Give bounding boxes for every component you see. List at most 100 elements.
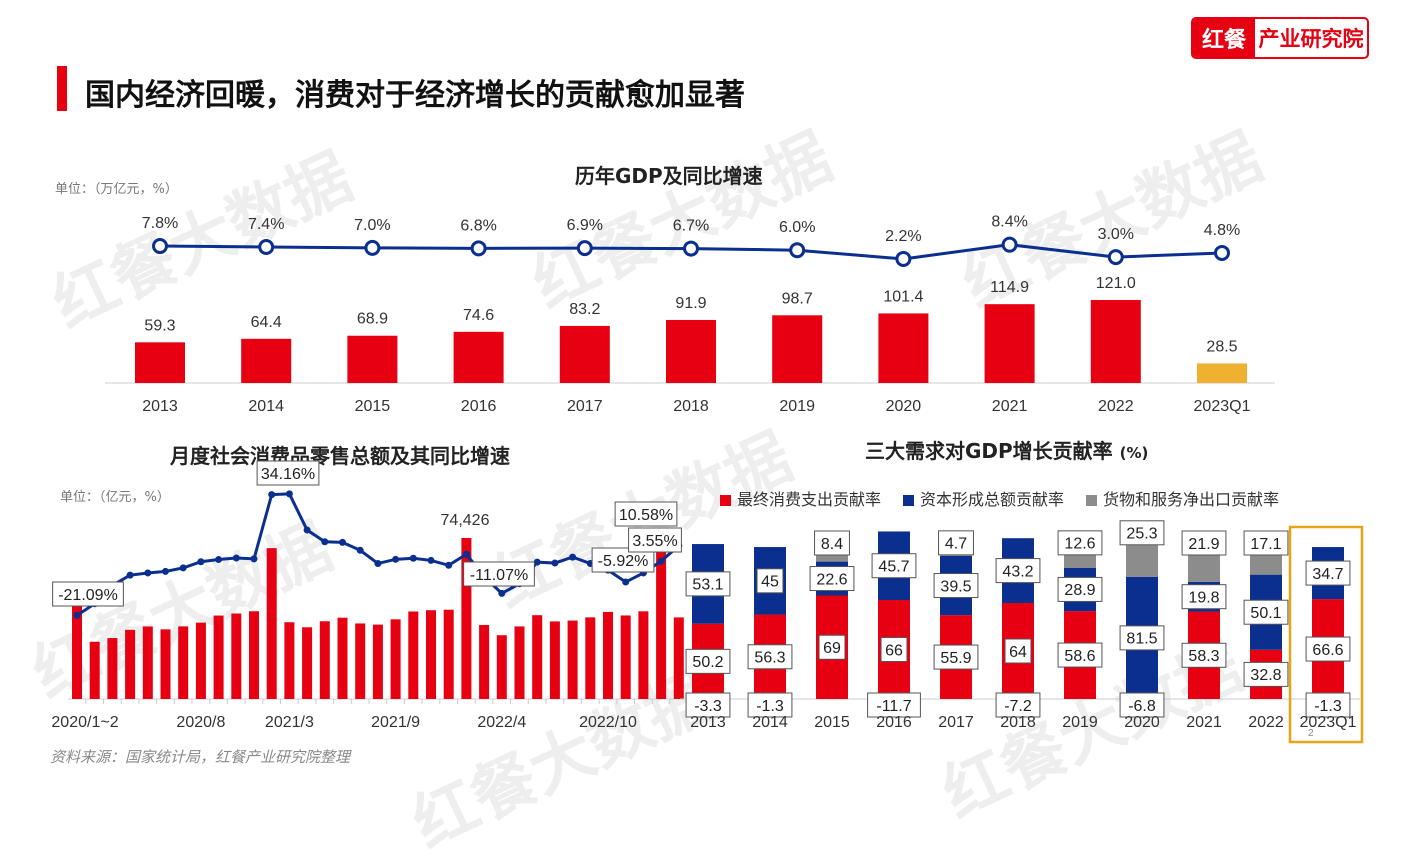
contribution-label: 19.8 bbox=[1188, 589, 1219, 606]
retail-bar bbox=[231, 613, 242, 699]
contribution-label-box bbox=[867, 692, 921, 718]
contribution-x-tick: 2015 bbox=[814, 714, 850, 731]
retail-growth-point bbox=[533, 558, 541, 566]
retail-x-tick: 2021/9 bbox=[371, 714, 420, 731]
gdp-growth-label: 7.8% bbox=[142, 215, 178, 232]
gdp-bar bbox=[241, 338, 292, 383]
contribution-label: -3.3 bbox=[694, 698, 722, 715]
page-title: 国内经济回暖，消费对于经济增长的贡献愈加显著 bbox=[85, 78, 745, 113]
retail-growth-point bbox=[232, 554, 240, 562]
contribution-label: 58.6 bbox=[1064, 648, 1095, 665]
contribution-label-box bbox=[995, 692, 1041, 718]
gdp-growth-point bbox=[152, 238, 168, 255]
retail-bar bbox=[656, 532, 667, 699]
contribution-label: 50.2 bbox=[692, 654, 723, 671]
retail-bar bbox=[284, 622, 295, 699]
retail-growth-point bbox=[250, 555, 258, 563]
retail-annotation: -5.92% bbox=[598, 553, 649, 570]
retail-x-tick: 2021/3 bbox=[265, 714, 314, 731]
gdp-growth-label: 4.8% bbox=[1204, 222, 1240, 239]
retail-bar bbox=[89, 641, 100, 699]
legend-net-export: 货物和服务净出口贡献率 bbox=[1086, 486, 1279, 510]
gdp-growth-label: 3.0% bbox=[1098, 226, 1134, 243]
contribution-label: -1.3 bbox=[756, 698, 784, 715]
contribution-label-box bbox=[1119, 692, 1165, 718]
gdp-growth-label: 7.4% bbox=[248, 216, 284, 233]
gdp-growth-point bbox=[576, 240, 593, 257]
gdp-bar bbox=[984, 304, 1035, 383]
retail-growth-point bbox=[179, 564, 187, 572]
contribution-label: 17.1 bbox=[1250, 536, 1281, 553]
retail-bar bbox=[372, 624, 383, 699]
contribution-label: -7.2 bbox=[1004, 698, 1032, 715]
retail-bar bbox=[673, 617, 684, 699]
gdp-bar bbox=[453, 331, 504, 383]
retail-growth-point bbox=[285, 490, 293, 498]
contribution-label-box bbox=[685, 571, 731, 597]
contribution-label-box bbox=[1181, 584, 1227, 610]
retail-growth-point bbox=[462, 550, 470, 558]
retail-annotation: 34.16% bbox=[261, 466, 315, 483]
contribution-label-box bbox=[1181, 530, 1227, 556]
contribution-label: 4.7 bbox=[945, 536, 967, 553]
contribution-label-box bbox=[933, 644, 979, 670]
retail-bar bbox=[249, 611, 259, 699]
contribution-label-box bbox=[809, 566, 855, 592]
logo-right: 产业研究院 bbox=[1258, 27, 1364, 51]
contribution-label: 39.5 bbox=[940, 578, 971, 595]
gdp-x-tick: 2023Q1 bbox=[1194, 398, 1251, 415]
gdp-growth-label: 7.0% bbox=[354, 217, 390, 234]
highlight-frame-2023q1 bbox=[1288, 525, 1364, 744]
retail-growth-point bbox=[162, 567, 169, 575]
retail-bar bbox=[142, 626, 153, 699]
retail-growth-point bbox=[392, 555, 400, 563]
contribution-label-box bbox=[1305, 560, 1351, 586]
gdp-growth-label: 6.7% bbox=[673, 218, 709, 235]
gdp-bar-label: 121.0 bbox=[1096, 275, 1136, 292]
gdp-growth-label: 6.0% bbox=[779, 219, 815, 236]
contribution-label: 21.9 bbox=[1188, 536, 1219, 553]
contribution-label: 43.2 bbox=[1002, 563, 1033, 580]
retail-bar bbox=[390, 619, 401, 699]
contribution-chart-title: 三大需求对GDP增长贡献率 (%) bbox=[865, 439, 1149, 463]
contribution-label-box bbox=[1119, 520, 1165, 546]
contribution-x-tick: 2016 bbox=[876, 714, 912, 731]
retail-growth-point bbox=[356, 546, 364, 554]
page-number: 2 bbox=[1308, 728, 1314, 739]
logo-left: 红餐 bbox=[1193, 19, 1255, 57]
retail-bar bbox=[603, 611, 613, 699]
contribution-label-box bbox=[818, 634, 846, 660]
contribution-label: 45 bbox=[761, 574, 779, 591]
contribution-x-tick: 2018 bbox=[1000, 714, 1036, 731]
contribution-label: 28.9 bbox=[1064, 582, 1095, 599]
retail-annotation-box bbox=[52, 581, 124, 607]
retail-bar bbox=[160, 629, 171, 699]
contribution-label-box bbox=[995, 558, 1041, 584]
gdp-bar-label: 91.9 bbox=[675, 295, 706, 312]
retail-bar bbox=[302, 627, 313, 699]
gdp-bar-label: 74.6 bbox=[463, 307, 494, 324]
retail-bar bbox=[585, 617, 596, 699]
gdp-x-tick: 2013 bbox=[142, 398, 178, 415]
contribution-x-tick: 2013 bbox=[690, 714, 726, 731]
contribution-label-box bbox=[756, 568, 784, 594]
retail-bar bbox=[195, 622, 206, 699]
contribution-label: 66 bbox=[885, 642, 903, 659]
contribution-label: 32.8 bbox=[1250, 667, 1281, 684]
contribution-label: 34.7 bbox=[1312, 566, 1343, 583]
retail-growth-point bbox=[215, 556, 223, 564]
retail-annotation: -21.09% bbox=[58, 587, 118, 604]
gdp-bar-label: 83.2 bbox=[569, 301, 600, 318]
retail-chart-title: 月度社会消费品零售总额及其同比增速 bbox=[170, 444, 510, 468]
contribution-label-box bbox=[933, 573, 979, 599]
retail-annotation: -11.07% bbox=[470, 567, 528, 584]
retail-growth-point bbox=[303, 526, 311, 534]
retail-growth-point bbox=[321, 538, 329, 546]
charts-canvas: 59.3 2013 64.4 2014 68.9 2015 74.6 2016 83.2 2017… bbox=[51, 214, 1364, 744]
retail-x-tick: 2020/1~2 bbox=[51, 714, 118, 731]
retail-bar bbox=[514, 626, 525, 699]
retail-growth-point bbox=[498, 589, 506, 597]
gdp-growth-point bbox=[1214, 244, 1230, 261]
retail-bar bbox=[72, 586, 82, 699]
retail-annotation-box bbox=[256, 460, 320, 486]
